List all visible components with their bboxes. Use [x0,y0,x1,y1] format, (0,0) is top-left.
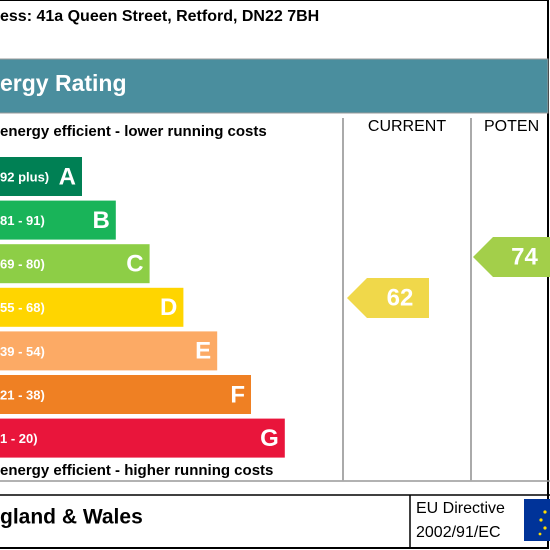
band-letter: E [195,338,211,365]
rating-value: 62 [387,284,414,311]
band [0,200,116,240]
title: ergy Rating [0,70,127,96]
band-range: 92 plus) [0,169,49,184]
region: gland & Wales [0,506,143,529]
band [0,331,218,371]
note: energy efficient - higher running costs [0,462,273,479]
band-range: 39 - 54) [0,344,45,359]
band-letter: D [160,294,177,321]
directive: EU Directive [416,500,505,517]
band-letter: G [260,425,279,452]
column-header: CURRENT [368,118,446,135]
address: ess: 41a Queen Street, Retford, DN22 7BH [0,8,319,25]
note: energy efficient - lower running costs [0,123,267,140]
band-letter: A [59,163,76,190]
rating-arrow [347,278,429,318]
band-letter: F [230,381,245,408]
band [0,418,285,458]
directive-code: 2002/91/EC [416,524,501,541]
band-range: 81 - 91) [0,213,45,228]
band-range: 55 - 68) [0,300,45,315]
band-letter: B [92,207,109,234]
rating-arrow [473,237,550,277]
band [0,244,150,284]
band-letter: C [126,251,143,278]
band-range: 21 - 38) [0,387,45,402]
band-range: 1 - 20) [0,431,38,446]
eu-flag [524,499,550,541]
band-range: 69 - 80) [0,257,45,272]
band [0,287,184,327]
band [0,157,82,196]
band [0,375,251,414]
rating-value: 74 [511,243,538,270]
column-header: POTEN [484,118,539,135]
title-bar [0,58,549,114]
